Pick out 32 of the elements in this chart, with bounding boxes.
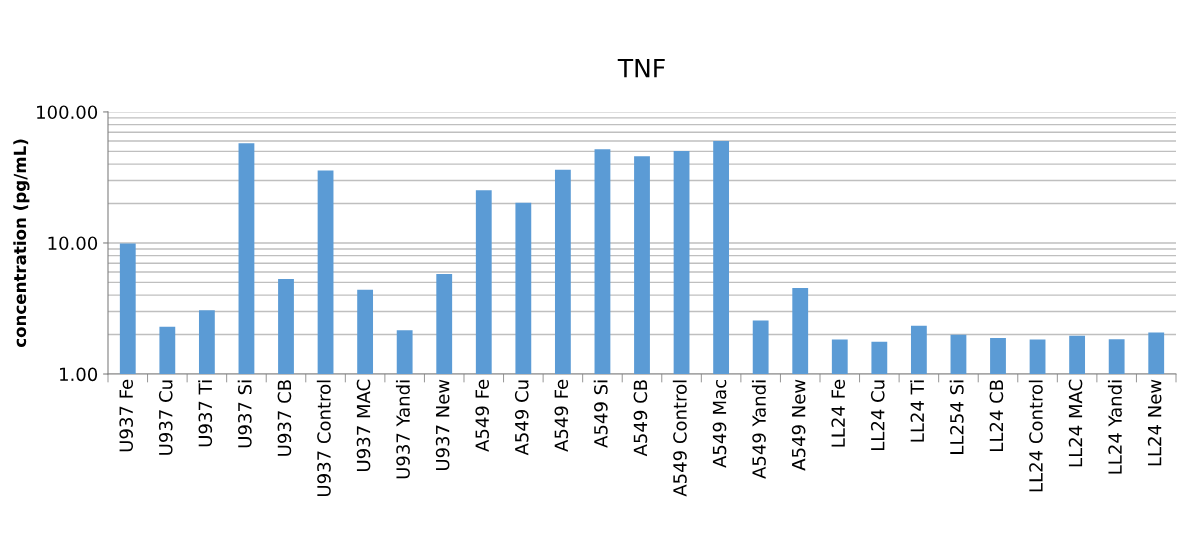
chart-title: TNF bbox=[617, 58, 665, 78]
x-tick-label: LL24 Cu bbox=[870, 380, 885, 450]
x-tick-label: U937 Yandi bbox=[395, 380, 410, 479]
x-tick-label: A549 Control bbox=[672, 380, 687, 497]
x-tick-label: U937 Fe bbox=[119, 379, 134, 452]
x-tick-label: U937 Ti bbox=[198, 380, 213, 447]
x-tick-label: A549 Fe bbox=[554, 379, 569, 452]
x-tick-label: A549 Si bbox=[593, 380, 608, 448]
y-tick-label: 100.00 bbox=[37, 105, 98, 120]
x-tick-label: A549 Mac bbox=[712, 379, 727, 468]
x-tick-label: LL24 CB bbox=[989, 380, 1004, 451]
x-tick-label: LL24 Ti bbox=[910, 380, 924, 442]
x-tick-label: LL24 Fe bbox=[831, 379, 846, 447]
y-tick-label: 10.00 bbox=[48, 236, 98, 251]
x-tick-label: A549 Fe bbox=[475, 379, 490, 452]
y-axis-title: concentration (pg/mL) bbox=[13, 139, 30, 348]
x-tick-label: LL254 Si bbox=[949, 380, 964, 454]
x-tick-label: U937 Control bbox=[316, 380, 331, 496]
x-tick-label: LL24 New bbox=[1147, 379, 1162, 466]
x-tick-label: LL24 Yandi bbox=[1107, 380, 1122, 474]
x-tick-label: U937 MAC bbox=[356, 379, 371, 471]
x-tick-label: U937 Si bbox=[237, 380, 252, 448]
x-tick-label: U937 New bbox=[435, 379, 450, 471]
y-tick-label: 1.00 bbox=[60, 367, 98, 382]
x-tick-label: A549 New bbox=[791, 379, 806, 471]
x-tick-label: A549 CB bbox=[633, 380, 648, 457]
x-tick-label: LL24 MAC bbox=[1068, 379, 1083, 467]
x-tick-label: A549 Yandi bbox=[751, 380, 766, 479]
x-tick-label: U937 Cu bbox=[158, 380, 173, 455]
x-tick-label: A549 Cu bbox=[514, 380, 529, 456]
x-tick-label: U937 CB bbox=[277, 380, 292, 456]
x-tick-label: LL24 Control bbox=[1028, 380, 1043, 492]
